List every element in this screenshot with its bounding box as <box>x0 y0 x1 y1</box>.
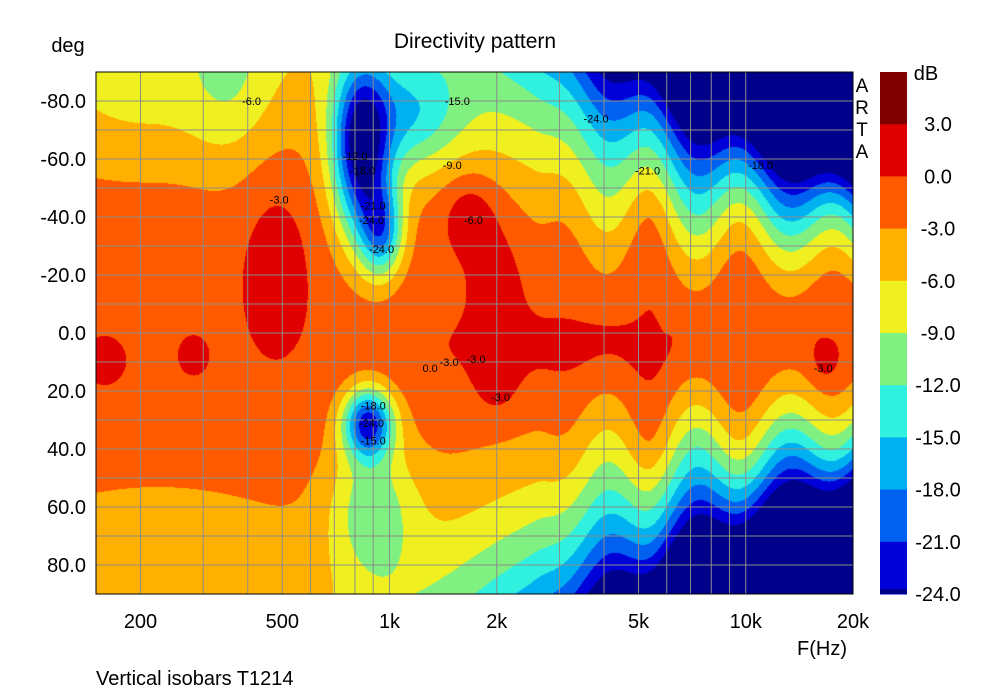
contour-label: -6.0 <box>464 215 483 227</box>
colorbar-segment <box>880 541 907 595</box>
x-axis-ticks: 200 500 1k 2k 5k 10k 20k <box>124 611 870 633</box>
colorbar-segment <box>880 176 907 230</box>
chart-title: Directivity pattern <box>394 30 556 53</box>
colorbar-label: -18.0 <box>915 480 961 502</box>
x-axis-label: F(Hz) <box>797 638 847 660</box>
contour-labels: -6.0 -15.0 -24.0 -12.0 -18.0 -9.0 -21.0 -18.0 -3… <box>242 96 833 447</box>
x-tick-label: 200 <box>124 611 157 633</box>
colorbar-label: -9.0 <box>921 323 955 345</box>
contour-label: 0.0 <box>422 363 437 375</box>
x-tick-label: 2k <box>486 611 508 633</box>
x-tick-label: 5k <box>628 611 650 633</box>
arta-brand-letter: A <box>856 142 869 163</box>
y-tick-label: 60.0 <box>47 497 86 519</box>
y-tick-label: -80.0 <box>40 91 86 113</box>
colorbar-label: -15.0 <box>915 427 961 449</box>
colorbar-label: -21.0 <box>915 532 961 554</box>
contour-label: -24.0 <box>359 215 384 227</box>
contour-label: -24.0 <box>359 418 384 430</box>
contour-label: -3.0 <box>270 195 289 207</box>
contour-label: -15.0 <box>445 96 470 108</box>
y-tick-label: 80.0 <box>47 555 86 577</box>
grid-lines <box>96 72 853 594</box>
contour-label: -21.0 <box>361 200 386 212</box>
y-tick-label: 0.0 <box>58 323 86 345</box>
y-tick-label: 20.0 <box>47 381 86 403</box>
contour-label: -18.0 <box>350 166 375 178</box>
contour-label: -3.0 <box>491 392 510 404</box>
x-tick-label: 1k <box>379 611 401 633</box>
y-axis-label: deg <box>51 35 84 57</box>
chart-footer: Vertical isobars T1214 <box>96 668 294 690</box>
colorbar-segment <box>880 333 907 386</box>
contour-label: -9.0 <box>443 160 462 172</box>
contour-label: -18.0 <box>748 160 773 172</box>
colorbar-label: -6.0 <box>921 271 955 293</box>
plot-frame <box>95 71 854 595</box>
colorbar-segment <box>880 280 907 334</box>
colorbar-label: 3.0 <box>924 114 952 136</box>
y-axis-ticks: -80.0 -60.0 -40.0 -20.0 0.0 20.0 40.0 60.0 80.0 <box>40 91 86 577</box>
y-tick-label: 40.0 <box>47 439 86 461</box>
contour-label: -18.0 <box>361 401 386 413</box>
colorbar-segment <box>880 385 907 438</box>
arta-brand-letter: A <box>856 76 869 97</box>
x-tick-label: 500 <box>266 611 299 633</box>
contour-label: -15.0 <box>361 435 386 447</box>
y-tick-label: -20.0 <box>40 265 86 287</box>
y-tick-label: -60.0 <box>40 149 86 171</box>
colorbar-segment <box>880 72 907 125</box>
colorbar-segment <box>880 437 907 491</box>
colorbar-segment <box>880 124 907 177</box>
colorbar-unit: dB <box>914 63 938 85</box>
contour-label: -3.0 <box>440 357 459 369</box>
contour-label: -21.0 <box>635 166 660 178</box>
contour-label: -6.0 <box>242 96 261 108</box>
colorbar-label-bottom: -24.0 <box>915 584 961 606</box>
arta-brand-letter: R <box>855 98 869 119</box>
colorbar-label: -12.0 <box>915 375 961 397</box>
colorbar-label: 0.0 <box>924 166 952 188</box>
x-tick-label: 10k <box>730 611 763 633</box>
colorbar-label: -3.0 <box>921 219 955 241</box>
y-tick-label: -40.0 <box>40 207 86 229</box>
contour-label: -3.0 <box>467 354 486 366</box>
colorbar-bottom-band <box>880 589 907 594</box>
colorbar: 3.0 0.0 -3.0 -6.0 -9.0 -12.0 -15.0 -18.0 -21.0 -2… <box>880 72 961 606</box>
colorbar-segment <box>880 228 907 282</box>
x-tick-label: 20k <box>837 611 870 633</box>
arta-brand-letter: T <box>856 120 868 141</box>
colorbar-segment <box>880 489 907 543</box>
contour-label: -24.0 <box>584 113 609 125</box>
contour-label: -24.0 <box>369 244 394 256</box>
contour-label: -3.0 <box>814 363 833 375</box>
contour-label: -12.0 <box>342 151 367 163</box>
